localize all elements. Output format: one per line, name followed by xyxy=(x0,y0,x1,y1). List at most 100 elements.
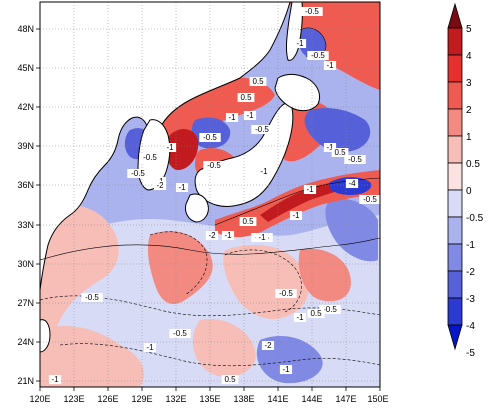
contour-label: -1 xyxy=(221,231,235,240)
contour-label-text: -0.5 xyxy=(85,293,99,302)
japan-sea-deep-red xyxy=(166,128,199,170)
lat-label: 33N xyxy=(17,220,34,230)
contour-label-text: -0.5 xyxy=(311,51,325,60)
contour-label-box xyxy=(307,309,325,318)
okhotsk-blue-patch xyxy=(298,28,326,59)
contour-label: -0.5 xyxy=(127,169,149,178)
contour-label-text: -1 xyxy=(246,111,254,120)
anomaly-region-pink-center xyxy=(147,231,213,305)
colorbar-segment xyxy=(447,297,463,326)
contour-label-box xyxy=(249,77,267,86)
lon-label: 120E xyxy=(29,394,50,404)
contour-label: -0.5 xyxy=(359,195,381,204)
contour-label-text: -1 xyxy=(296,39,304,48)
contour-label-text: 0.5 xyxy=(252,77,264,86)
contour-label-box xyxy=(139,153,161,162)
contour-label-text: -1 xyxy=(166,143,174,152)
lat-label: 42N xyxy=(17,102,34,112)
contour-label-box xyxy=(257,167,271,176)
colorbar-label: 2 xyxy=(466,105,472,116)
contour-label-box xyxy=(323,143,337,152)
contour-label-box xyxy=(225,113,239,122)
contour-label: 0.5 xyxy=(331,148,349,157)
lat-label: 30N xyxy=(17,259,34,269)
contour-label-box xyxy=(293,313,307,322)
contour-label-text: 0.5 xyxy=(334,148,346,157)
contour-label: -1 xyxy=(279,365,293,374)
colorbar-label: 3 xyxy=(466,78,472,89)
colorbar-segment xyxy=(447,216,463,245)
contour-label-box xyxy=(127,169,149,178)
anomaly-region-pink-se xyxy=(192,319,256,378)
contour-label-text: -0.5 xyxy=(255,125,269,134)
contour-label: -0.5 xyxy=(301,7,323,16)
contour-label-box xyxy=(261,341,275,350)
contour-label-box xyxy=(289,211,303,220)
contour-label: -1 xyxy=(255,233,269,242)
colorbar: 5 4 3 2 1 0.5 0 -0.5 -1 -2 -3 -4 -5 xyxy=(447,2,484,359)
contour-label-text: -0.5 xyxy=(305,7,319,16)
anomaly-region-pink-mid xyxy=(223,245,309,320)
contour-label-text: 0.5 xyxy=(242,217,254,226)
contour-label: -0.5 xyxy=(199,133,221,142)
contour-label-box xyxy=(203,161,225,170)
colorbar-segment xyxy=(447,81,463,110)
contour-label: -2 xyxy=(261,341,275,350)
contour-label: -0.5 xyxy=(307,51,329,60)
contour-label: -0.5 xyxy=(139,153,161,162)
lat-label: 36N xyxy=(17,180,34,190)
contour-label-text: -1 xyxy=(282,365,290,374)
contour-label: -1 xyxy=(293,313,307,322)
colorbar-label: -3 xyxy=(466,294,475,305)
contour-label: -1 xyxy=(323,143,337,152)
contour-label: -0.5 xyxy=(319,305,341,314)
kyushu-island xyxy=(185,193,209,223)
colorbar-segment xyxy=(447,270,463,299)
colorbar-segment xyxy=(447,108,463,137)
contour-label-text: -0.5 xyxy=(173,329,187,338)
contour-label-box xyxy=(275,289,297,298)
lon-label: 129E xyxy=(131,394,152,404)
colorbar-segment xyxy=(447,54,463,83)
contour-label-text: -0.5 xyxy=(143,153,157,162)
colorbar-label: 4 xyxy=(466,51,472,62)
contour-label: -2 xyxy=(153,181,167,190)
contour-label: 0.5 xyxy=(307,309,325,318)
contour-label-text: -1 xyxy=(306,185,314,194)
contour-label: -1 xyxy=(143,343,157,352)
contour-label-text: -4 xyxy=(348,179,356,188)
contour-label-box xyxy=(81,293,103,302)
contour-label: -1 xyxy=(257,167,271,176)
contour-label-text: -1 xyxy=(292,211,300,220)
lon-label: 123E xyxy=(63,394,84,404)
contour-label-box xyxy=(331,148,349,157)
gridlines xyxy=(40,2,380,387)
contour-label-box xyxy=(153,181,167,190)
contour-label-box xyxy=(239,217,257,226)
colorbar-label: -5 xyxy=(466,348,475,359)
colorbar-label: -0.5 xyxy=(466,213,484,224)
contour-label-box xyxy=(175,183,189,192)
latitude-labels: 48N 45N 42N 39N 36N 33N 30N 27N 24N 21N xyxy=(17,24,34,386)
contour-label-text: -1 xyxy=(326,61,334,70)
contour-label-box xyxy=(143,343,157,352)
contour-lines xyxy=(40,27,380,367)
contour-label-box xyxy=(205,231,219,240)
contour-label: -1 xyxy=(323,61,337,70)
contour-label-text: -2 xyxy=(208,231,216,240)
contour-label-box xyxy=(199,133,221,142)
contour-label: -0.5 xyxy=(275,289,297,298)
lon-label: 147E xyxy=(335,394,356,404)
anomaly-region-pink-south xyxy=(40,325,144,387)
lat-label: 24N xyxy=(17,337,34,347)
lat-label: 27N xyxy=(17,298,34,308)
anomaly-region-blue-east xyxy=(325,198,378,262)
contour-label-text: -0.5 xyxy=(203,133,217,142)
contour-label-text: -1 xyxy=(224,231,232,240)
contour-label-box xyxy=(163,143,177,152)
contour-label: -1 xyxy=(48,375,62,384)
colorbar-label: -4 xyxy=(466,321,475,332)
contour-label-text: -1 xyxy=(258,233,266,242)
colorbar-label: -1 xyxy=(466,240,475,251)
lat-label: 21N xyxy=(17,376,34,386)
